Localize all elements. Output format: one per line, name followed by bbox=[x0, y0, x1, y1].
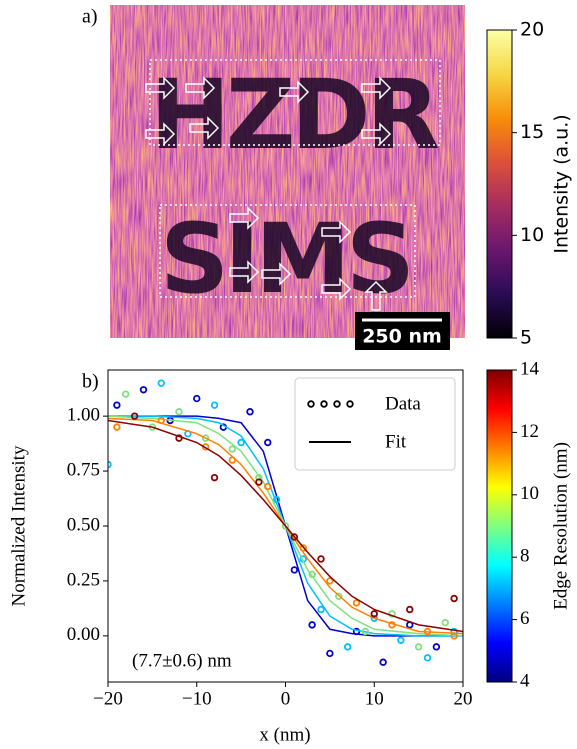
colorbar-tick-label: 12 bbox=[520, 421, 539, 442]
data-point bbox=[237, 438, 245, 447]
data-point bbox=[406, 605, 414, 614]
colorbar-tick-label: 15 bbox=[520, 121, 544, 143]
colorbar bbox=[486, 369, 513, 683]
data-point bbox=[450, 632, 458, 640]
scatter-panel: b) x (nm) Normalized Intensity (7.7±0.6)… bbox=[8, 371, 310, 746]
data-point bbox=[361, 627, 370, 636]
colorbar-label: Intensity (a.u.) bbox=[551, 114, 573, 253]
colorbar-tick-label: 10 bbox=[520, 224, 544, 246]
data-point bbox=[264, 438, 272, 447]
data-point bbox=[432, 643, 441, 651]
data-point bbox=[370, 610, 378, 618]
colorbar-tick-label: 6 bbox=[520, 608, 530, 629]
data-point bbox=[414, 643, 423, 651]
pattern-text: SIMS bbox=[160, 203, 415, 315]
colorbar-label: Edge Resolution (nm) bbox=[550, 442, 571, 610]
data-point bbox=[290, 566, 299, 574]
x-axis-label: x (nm) bbox=[259, 724, 310, 745]
y-tick-label: 0.00 bbox=[67, 624, 100, 645]
x-tick-label: 20 bbox=[454, 688, 473, 709]
data-point bbox=[157, 416, 165, 425]
data-point bbox=[255, 473, 263, 482]
colorbar-tick-label: 8 bbox=[520, 546, 530, 567]
data-point bbox=[290, 533, 299, 541]
colorbar bbox=[486, 29, 513, 339]
fit-line bbox=[108, 419, 463, 633]
x-tick-label: −10 bbox=[182, 688, 212, 709]
data-point bbox=[317, 555, 325, 563]
colorbar-tick-label: 10 bbox=[520, 483, 539, 504]
legend-label: Fit bbox=[385, 431, 407, 452]
data-point bbox=[201, 434, 210, 442]
legend-box bbox=[294, 377, 456, 471]
data-point bbox=[228, 456, 236, 464]
plot-area bbox=[108, 379, 463, 666]
data-point bbox=[379, 658, 387, 666]
data-point bbox=[423, 627, 432, 636]
image-panel: HZDR SIMS 250 nm a) bbox=[82, 5, 465, 350]
data-point bbox=[281, 522, 290, 530]
data-point bbox=[450, 594, 458, 603]
legend-symbol bbox=[346, 400, 354, 408]
data-point bbox=[255, 478, 263, 486]
y-axis-label: Normalized Intensity bbox=[8, 445, 29, 606]
legend-symbol bbox=[333, 400, 341, 408]
data-point bbox=[317, 605, 325, 614]
y-tick-label: 0.50 bbox=[67, 514, 100, 535]
data-point bbox=[157, 379, 165, 387]
data-point bbox=[352, 599, 361, 607]
x-tick-label: −20 bbox=[93, 688, 123, 709]
panel-label: b) bbox=[82, 371, 99, 393]
data-point bbox=[122, 390, 130, 398]
panel-label: a) bbox=[82, 6, 98, 28]
data-point bbox=[441, 618, 449, 627]
data-point bbox=[175, 408, 183, 416]
data-point bbox=[210, 401, 219, 409]
y-tick-label: 0.75 bbox=[67, 459, 100, 480]
scale-bar-label: 250 nm bbox=[362, 326, 442, 348]
data-point bbox=[246, 408, 254, 416]
y-tick-label: 1.00 bbox=[67, 405, 100, 426]
data-point bbox=[193, 394, 201, 403]
data-point bbox=[308, 621, 316, 629]
y-tick-label: 0.25 bbox=[67, 569, 100, 590]
x-tick-label: 10 bbox=[365, 688, 384, 709]
scale-bar-box bbox=[355, 312, 450, 350]
colorbar-tick-label: 14 bbox=[520, 358, 540, 379]
annotation: (7.7±0.6) nm bbox=[132, 650, 232, 671]
data-point bbox=[326, 649, 334, 658]
data-point bbox=[108, 460, 112, 469]
data-point bbox=[130, 412, 139, 420]
colorbar-tick-label: 4 bbox=[520, 670, 530, 691]
colorbar-tick-label: 5 bbox=[520, 327, 532, 349]
data-point bbox=[299, 544, 307, 552]
data-point bbox=[450, 627, 458, 636]
data-point bbox=[228, 445, 236, 453]
x-tick-label: 0 bbox=[281, 688, 291, 709]
data-point bbox=[210, 473, 219, 482]
colorbar-tick-label: 20 bbox=[520, 19, 544, 41]
data-point bbox=[139, 386, 148, 394]
data-point bbox=[388, 621, 396, 629]
data-point bbox=[308, 570, 316, 579]
data-point bbox=[113, 423, 121, 431]
data-point bbox=[423, 654, 432, 662]
pattern-text: HZDR bbox=[150, 59, 440, 171]
data-point bbox=[397, 636, 405, 644]
data-point bbox=[264, 482, 272, 491]
data-point bbox=[326, 577, 334, 585]
data-point bbox=[343, 643, 352, 651]
data-point bbox=[272, 495, 281, 504]
data-point bbox=[370, 614, 378, 622]
data-point bbox=[335, 592, 343, 601]
legend-symbol bbox=[307, 400, 315, 408]
arrows bbox=[145, 59, 441, 311]
data-point bbox=[175, 434, 183, 442]
data-point bbox=[113, 401, 121, 409]
legend-label: Data bbox=[385, 393, 421, 414]
legend-symbol bbox=[320, 400, 328, 408]
